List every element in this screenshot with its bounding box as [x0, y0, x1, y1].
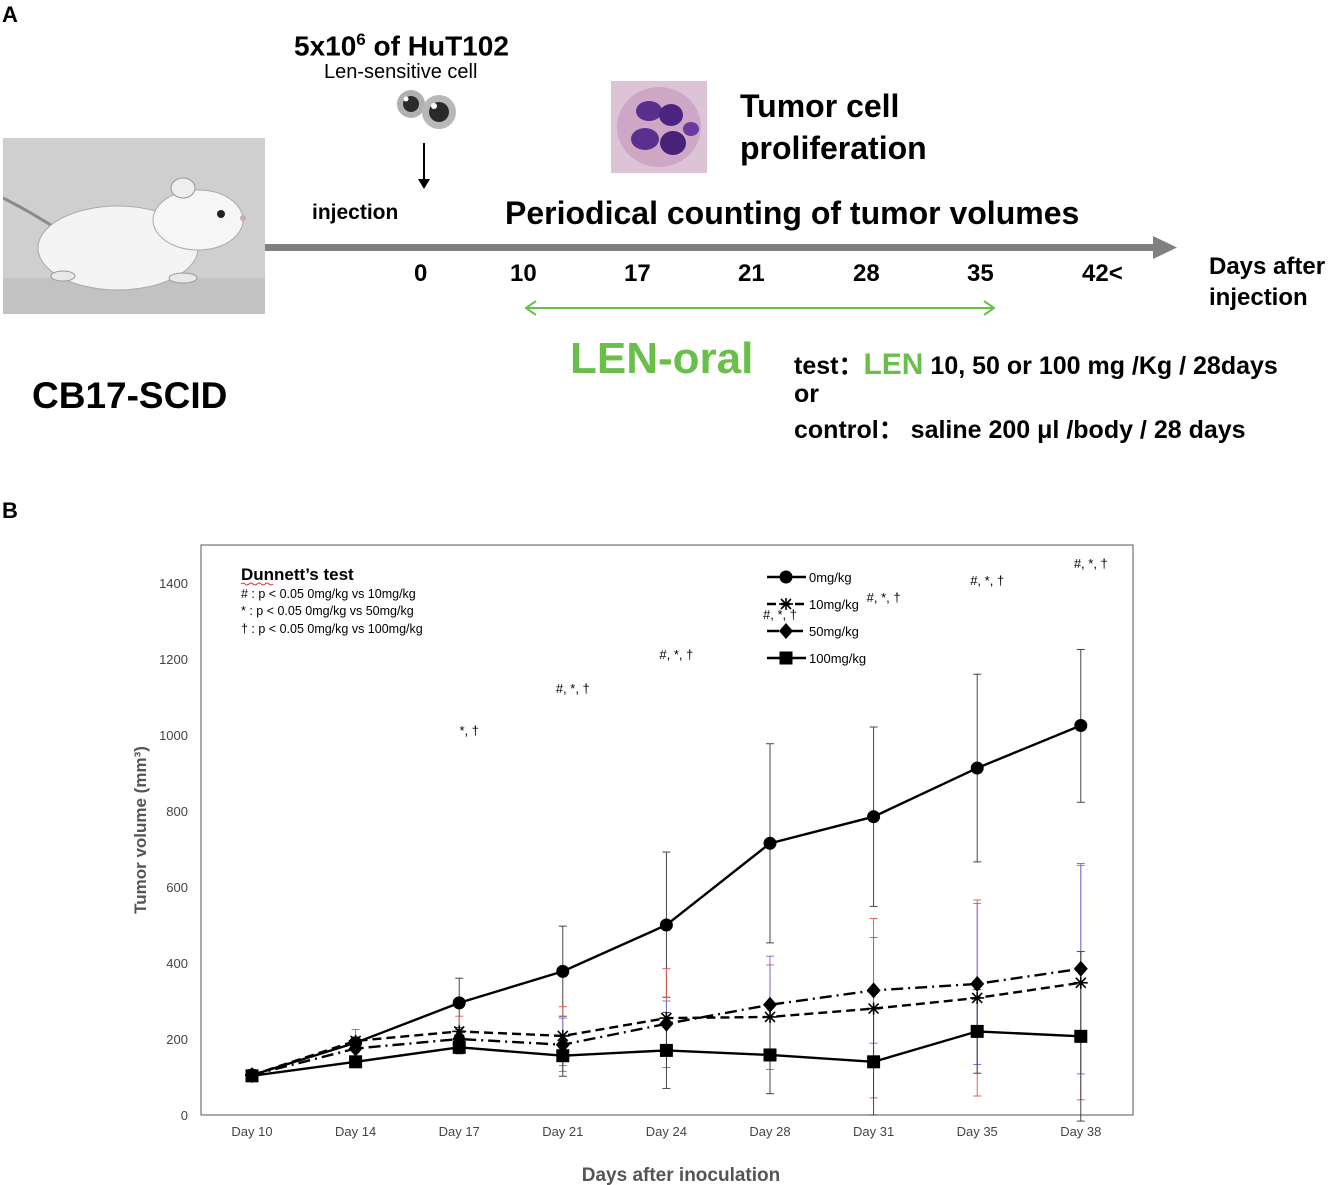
- or-label: or: [794, 380, 819, 408]
- y-tick-label: 1000: [159, 728, 188, 743]
- timeline-tick: 28: [853, 260, 880, 287]
- data-point-diamond: [779, 623, 793, 639]
- dunnett-title: Dunnett’s test: [241, 565, 354, 584]
- dunnett-underline: [240, 582, 274, 586]
- data-point-square: [452, 1040, 466, 1054]
- x-tick-label: Day 17: [439, 1124, 480, 1139]
- injection-label: injection: [312, 201, 399, 224]
- panel-b-label: B: [2, 498, 18, 523]
- test-dose: 10, 50 or 100 mg /Kg / 28days: [923, 352, 1278, 380]
- days-after-label-line2: injection: [1209, 284, 1308, 311]
- data-point-diamond: [763, 996, 777, 1013]
- data-point-circle: [779, 570, 793, 584]
- y-tick-label: 0: [181, 1108, 188, 1123]
- data-point-square: [556, 1049, 570, 1063]
- data-point-asterisk: [866, 1002, 881, 1015]
- control-line: control： saline 200 μl /body / 28 days: [794, 416, 1246, 444]
- data-point-square: [245, 1069, 259, 1083]
- cells-icon: [397, 90, 456, 129]
- timeline-tick: 35: [967, 260, 994, 287]
- significance-annotation: *, †: [459, 723, 479, 738]
- timeline-tick: 0: [414, 260, 428, 287]
- periodical-counting-text: Periodical counting of tumor volumes: [505, 195, 1080, 231]
- data-point-asterisk: [970, 991, 985, 1004]
- data-point-diamond: [555, 1036, 570, 1053]
- x-tick-label: Day 38: [1060, 1124, 1101, 1139]
- legend-label: 100mg/kg: [809, 651, 866, 666]
- timeline-tick: 42<: [1082, 260, 1123, 287]
- dunnett-line: † : p < 0.05 0mg/kg vs 100mg/kg: [241, 622, 423, 636]
- data-point-square: [659, 1043, 673, 1057]
- data-point-circle: [659, 918, 673, 932]
- len-period-arrow: [524, 300, 996, 316]
- data-point-circle: [452, 996, 466, 1010]
- days-after-label-line1: Days after: [1209, 253, 1326, 280]
- significance-annotation: #, *, †: [556, 681, 590, 696]
- data-point-diamond: [348, 1040, 363, 1057]
- x-tick-label: Day 31: [853, 1124, 894, 1139]
- y-tick-label: 1400: [159, 576, 188, 591]
- test-line: test：LEN 10, 50 or 100 mg /Kg / 28days: [794, 346, 1278, 382]
- data-point-square: [1074, 1029, 1088, 1043]
- cell-count-title: 5x106 of HuT102: [294, 30, 509, 62]
- data-point-circle: [763, 836, 777, 850]
- significance-annotation: #, *, †: [1074, 556, 1108, 571]
- data-point-square: [779, 651, 793, 665]
- cell-subtitle: Len-sensitive cell: [324, 61, 478, 83]
- x-tick-label: Day 24: [646, 1124, 687, 1139]
- panel-a-label: A: [2, 2, 18, 27]
- timeline-tick: 17: [624, 260, 651, 287]
- data-point-square: [349, 1055, 363, 1069]
- tumor-cell-micrograph: [611, 81, 707, 173]
- data-point-square: [867, 1055, 881, 1069]
- tumor-text-line2: proliferation: [740, 130, 927, 166]
- mouse-image: [2, 138, 265, 314]
- data-point-square: [970, 1024, 984, 1038]
- data-point-circle: [1074, 719, 1088, 732]
- timeline-tick: 10: [510, 260, 537, 287]
- x-tick-label: Day 14: [335, 1124, 376, 1139]
- data-point-circle: [867, 810, 881, 824]
- significance-annotation: #, *, †: [867, 590, 901, 605]
- legend-label: 0mg/kg: [809, 570, 852, 585]
- x-tick-label: Day 21: [542, 1124, 583, 1139]
- data-point-diamond: [1073, 960, 1088, 977]
- x-tick-label: Day 10: [231, 1124, 272, 1139]
- data-point-diamond: [970, 975, 985, 992]
- legend-label: 50mg/kg: [809, 624, 859, 639]
- data-point-asterisk: [779, 598, 793, 610]
- dunnett-line: # : p < 0.05 0mg/kg vs 10mg/kg: [241, 587, 416, 601]
- y-tick-label: 800: [166, 804, 188, 819]
- timeline-tick: 21: [738, 260, 765, 287]
- data-point-square: [763, 1048, 777, 1062]
- y-tick-label: 200: [166, 1032, 188, 1047]
- len-oral-label: LEN-oral: [570, 334, 754, 383]
- data-point-circle: [556, 964, 570, 978]
- significance-annotation: #, *, †: [970, 573, 1004, 588]
- x-tick-label: Day 35: [957, 1124, 998, 1139]
- series-line: [251, 967, 1081, 1077]
- test-label: test：: [794, 352, 864, 380]
- y-tick-label: 1200: [159, 652, 188, 667]
- tumor-text-line1: Tumor cell: [740, 88, 900, 124]
- y-tick-label: 400: [166, 956, 188, 971]
- y-tick-label: 600: [166, 880, 188, 895]
- timeline-arrow: [265, 236, 1177, 259]
- legend-label: 10mg/kg: [809, 597, 859, 612]
- dunnett-line: * : p < 0.05 0mg/kg vs 50mg/kg: [241, 604, 414, 618]
- y-axis-label: Tumor volume (mm³): [131, 746, 150, 914]
- data-point-asterisk: [1073, 976, 1088, 989]
- x-tick-label: Day 28: [749, 1124, 790, 1139]
- injection-arrow-icon: [418, 143, 430, 189]
- data-point-circle: [970, 761, 984, 775]
- significance-annotation: #, *, †: [763, 607, 797, 622]
- mouse-strain-label: CB17-SCID: [32, 375, 228, 416]
- data-point-asterisk: [763, 1010, 777, 1023]
- data-point-diamond: [659, 1015, 674, 1032]
- x-axis-label: Days after inoculation: [582, 1165, 781, 1185]
- data-point-diamond: [866, 982, 881, 999]
- significance-annotation: #, *, †: [659, 647, 693, 662]
- test-drug: LEN: [863, 348, 924, 381]
